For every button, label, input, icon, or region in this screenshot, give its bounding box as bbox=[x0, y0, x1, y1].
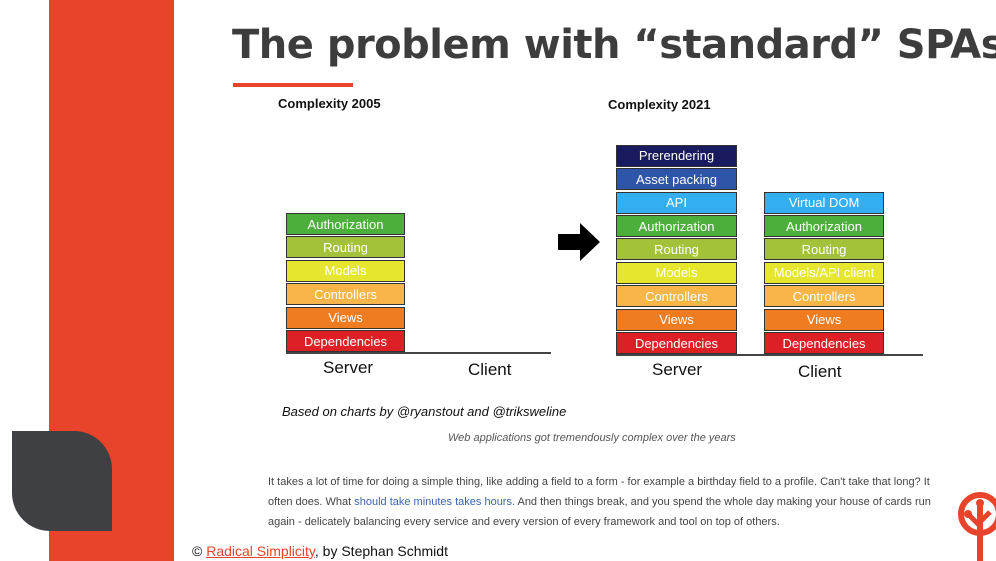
client-2021-block-authorization: Authorization bbox=[764, 215, 884, 237]
footer: © Radical Simplicity, by Stephan Schmidt bbox=[192, 543, 448, 559]
footer-author: , by Stephan Schmidt bbox=[314, 543, 448, 559]
paragraph-text-end: And then things break, and you spend the… bbox=[268, 496, 931, 528]
paragraph-highlight: should take minutes takes hours. bbox=[354, 496, 516, 508]
slide-title: The problem with “standard” SPAs bbox=[232, 22, 996, 68]
copyright-symbol: © bbox=[192, 543, 203, 559]
diagram-2005-title: Complexity 2005 bbox=[278, 96, 381, 111]
client-2021-block-routing: Routing bbox=[764, 238, 884, 261]
server-2005-block-routing: Routing bbox=[286, 236, 405, 259]
title-underline bbox=[233, 83, 353, 87]
chart-credit: Based on charts by @ryanstout and @triks… bbox=[282, 404, 567, 419]
decorative-leaf-shape bbox=[12, 431, 112, 531]
server-2005-block-authorization: Authorization bbox=[286, 213, 405, 235]
label-2005-server: Server bbox=[323, 358, 374, 377]
client-2021-block-views: Views bbox=[764, 308, 884, 331]
tree-logo-icon bbox=[958, 492, 996, 561]
radical-simplicity-link[interactable]: Radical Simplicity bbox=[206, 543, 315, 559]
baseline-2021 bbox=[616, 354, 923, 356]
server-2021-block-controllers: Controllers bbox=[616, 285, 737, 308]
body-paragraph: It takes a lot of time for doing a simpl… bbox=[268, 472, 933, 532]
server-2005-block-models: Models bbox=[286, 259, 405, 282]
server-2021-block-asset-packing: Asset packing bbox=[616, 168, 737, 191]
server-2021-block-models: Models bbox=[616, 261, 737, 284]
server-2021-block-views: Views bbox=[616, 308, 737, 331]
label-2021-server: Server bbox=[652, 360, 703, 379]
server-2005-block-views: Views bbox=[286, 306, 405, 329]
server-2021-block-authorization: Authorization bbox=[616, 215, 737, 237]
client-2021-block-controllers: Controllers bbox=[764, 285, 884, 308]
server-2005-block-dependencies: Dependencies bbox=[286, 330, 405, 352]
label-2021-client: Client bbox=[798, 362, 842, 381]
server-2021-block-api: API bbox=[616, 191, 737, 214]
client-2021-block-models-api-client: Models/API client bbox=[764, 261, 884, 284]
client-2021-block-virtual-dom: Virtual DOM bbox=[764, 191, 884, 214]
server-2005-block-controllers: Controllers bbox=[286, 283, 405, 306]
server-2021-block-dependencies: Dependencies bbox=[616, 332, 737, 354]
server-2021-block-routing: Routing bbox=[616, 238, 737, 261]
baseline-2005 bbox=[286, 352, 551, 354]
server-2021-block-prerendering: Prerendering bbox=[616, 144, 737, 167]
image-caption: Web applications got tremendously comple… bbox=[448, 432, 736, 444]
diagram-2021-title: Complexity 2021 bbox=[608, 97, 711, 112]
paragraph-text-start: It takes a lot of time for doing a simpl… bbox=[268, 476, 930, 508]
label-2005-client: Client bbox=[468, 360, 512, 379]
client-2021-block-dependencies: Dependencies bbox=[764, 332, 884, 354]
arrow-right-icon bbox=[558, 223, 600, 261]
